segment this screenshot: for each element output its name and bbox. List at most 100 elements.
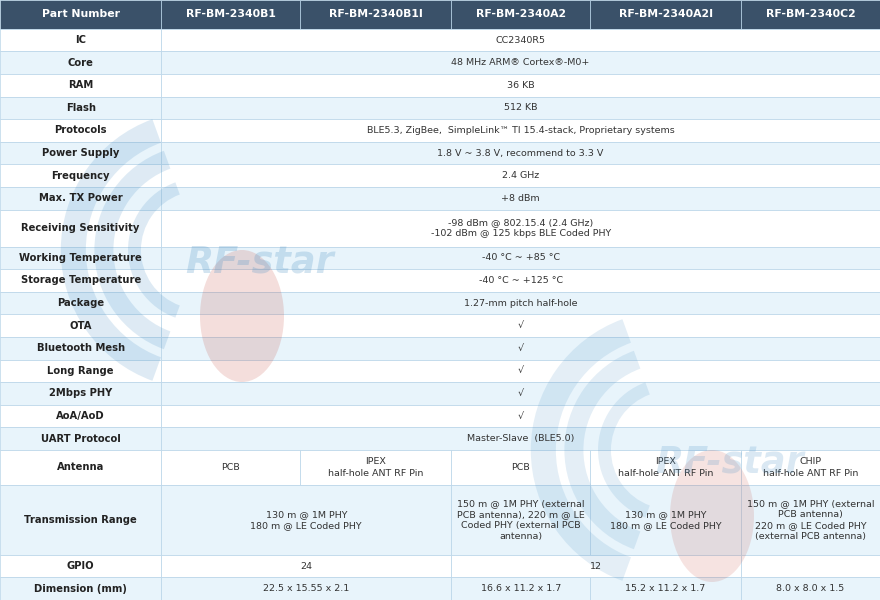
Text: RF-BM-2340A2: RF-BM-2340A2 xyxy=(475,10,566,19)
Text: AoA/AoD: AoA/AoD xyxy=(56,411,105,421)
Text: 15.2 x 11.2 x 1.7: 15.2 x 11.2 x 1.7 xyxy=(626,584,706,593)
Text: -40 °C ~ +125 °C: -40 °C ~ +125 °C xyxy=(479,276,562,285)
Bar xyxy=(0,164,161,187)
Text: Core: Core xyxy=(68,58,93,68)
Text: Max. TX Power: Max. TX Power xyxy=(39,193,122,203)
Bar xyxy=(300,0,451,29)
Bar xyxy=(161,427,880,450)
Text: 36 KB: 36 KB xyxy=(507,81,534,90)
Text: Package: Package xyxy=(57,298,104,308)
Bar xyxy=(590,0,741,29)
Text: 8.0 x 8.0 x 1.5: 8.0 x 8.0 x 1.5 xyxy=(776,584,845,593)
Text: 24: 24 xyxy=(300,562,312,571)
Bar xyxy=(161,359,880,382)
Text: RF-star: RF-star xyxy=(186,244,334,280)
Bar xyxy=(0,247,161,269)
Text: 1.27-mm pitch half-hole: 1.27-mm pitch half-hole xyxy=(464,299,577,308)
Bar xyxy=(741,485,880,555)
Bar xyxy=(0,119,161,142)
Bar xyxy=(590,577,741,600)
Bar xyxy=(161,269,880,292)
Text: Flash: Flash xyxy=(66,103,96,113)
Bar xyxy=(0,97,161,119)
Text: √: √ xyxy=(517,367,524,376)
Bar xyxy=(161,142,880,164)
Text: 512 KB: 512 KB xyxy=(504,103,538,112)
Bar xyxy=(161,555,451,577)
Bar xyxy=(161,52,880,74)
Text: 130 m @ 1M PHY
180 m @ LE Coded PHY: 130 m @ 1M PHY 180 m @ LE Coded PHY xyxy=(251,510,362,530)
Text: 2Mbps PHY: 2Mbps PHY xyxy=(49,388,113,398)
Bar xyxy=(0,187,161,209)
Bar xyxy=(161,187,880,209)
Text: RF-BM-2340C2: RF-BM-2340C2 xyxy=(766,10,855,19)
Bar xyxy=(161,382,880,405)
Text: PCB: PCB xyxy=(222,463,240,472)
Bar xyxy=(0,337,161,359)
Bar xyxy=(161,97,880,119)
Bar xyxy=(0,577,161,600)
Bar xyxy=(161,292,880,314)
Bar xyxy=(590,485,741,555)
Ellipse shape xyxy=(200,250,284,382)
Bar xyxy=(0,52,161,74)
Bar xyxy=(0,142,161,164)
Text: Dimension (mm): Dimension (mm) xyxy=(34,584,127,593)
Bar xyxy=(0,269,161,292)
Text: BLE5.3, ZigBee,  SimpleLink™ TI 15.4-stack, Proprietary systems: BLE5.3, ZigBee, SimpleLink™ TI 15.4-stac… xyxy=(367,126,675,135)
Text: IPEX
half-hole ANT RF Pin: IPEX half-hole ANT RF Pin xyxy=(328,457,423,478)
Text: Power Supply: Power Supply xyxy=(42,148,120,158)
Text: IC: IC xyxy=(75,35,86,45)
Bar xyxy=(0,405,161,427)
Text: 2.4 GHz: 2.4 GHz xyxy=(502,171,539,180)
Bar xyxy=(0,29,161,52)
Bar xyxy=(161,74,880,97)
Bar xyxy=(0,427,161,450)
Wedge shape xyxy=(128,182,180,317)
Bar xyxy=(451,555,741,577)
Bar xyxy=(0,450,161,485)
Text: √: √ xyxy=(517,321,524,330)
Text: 22.5 x 15.55 x 2.1: 22.5 x 15.55 x 2.1 xyxy=(263,584,349,593)
Bar xyxy=(161,337,880,359)
Text: Receiving Sensitivity: Receiving Sensitivity xyxy=(21,223,140,233)
Wedge shape xyxy=(94,151,171,349)
Bar xyxy=(590,450,741,485)
Bar xyxy=(0,314,161,337)
Text: UART Protocol: UART Protocol xyxy=(40,434,121,443)
Text: √: √ xyxy=(517,389,524,398)
Text: RF-star: RF-star xyxy=(656,443,804,481)
Wedge shape xyxy=(598,382,649,518)
Text: RAM: RAM xyxy=(68,80,93,90)
Text: RF-BM-2340B1: RF-BM-2340B1 xyxy=(186,10,275,19)
Text: √: √ xyxy=(517,344,524,353)
Bar xyxy=(0,209,161,247)
Text: 48 MHz ARM® Cortex®-M0+: 48 MHz ARM® Cortex®-M0+ xyxy=(451,58,590,67)
Text: Protocols: Protocols xyxy=(55,125,106,136)
Bar xyxy=(741,555,880,577)
Wedge shape xyxy=(531,319,631,581)
Text: -98 dBm @ 802.15.4 (2.4 GHz)
-102 dBm @ 125 kbps BLE Coded PHY: -98 dBm @ 802.15.4 (2.4 GHz) -102 dBm @ … xyxy=(430,218,611,238)
Bar xyxy=(451,485,590,555)
Bar xyxy=(161,164,880,187)
Bar xyxy=(161,29,880,52)
Bar xyxy=(161,0,300,29)
Text: Transmission Range: Transmission Range xyxy=(25,515,137,525)
Text: Storage Temperature: Storage Temperature xyxy=(20,275,141,286)
Wedge shape xyxy=(61,119,161,381)
Bar xyxy=(0,382,161,405)
Text: Frequency: Frequency xyxy=(51,170,110,181)
Bar xyxy=(161,405,880,427)
Bar xyxy=(451,450,590,485)
Text: -40 °C ~ +85 °C: -40 °C ~ +85 °C xyxy=(481,253,560,262)
Text: 16.6 x 11.2 x 1.7: 16.6 x 11.2 x 1.7 xyxy=(480,584,561,593)
Bar xyxy=(161,450,300,485)
Text: 130 m @ 1M PHY
180 m @ LE Coded PHY: 130 m @ 1M PHY 180 m @ LE Coded PHY xyxy=(610,510,722,530)
Bar xyxy=(0,74,161,97)
Bar xyxy=(0,0,161,29)
Text: CHIP
half-hole ANT RF Pin: CHIP half-hole ANT RF Pin xyxy=(763,457,858,478)
Text: 150 m @ 1M PHY (external
PCB antenna)
220 m @ LE Coded PHY
(external PCB antenna: 150 m @ 1M PHY (external PCB antenna) 22… xyxy=(747,499,875,541)
Text: RF-BM-2340A2I: RF-BM-2340A2I xyxy=(619,10,713,19)
Text: GPIO: GPIO xyxy=(67,561,94,571)
Bar xyxy=(0,555,161,577)
